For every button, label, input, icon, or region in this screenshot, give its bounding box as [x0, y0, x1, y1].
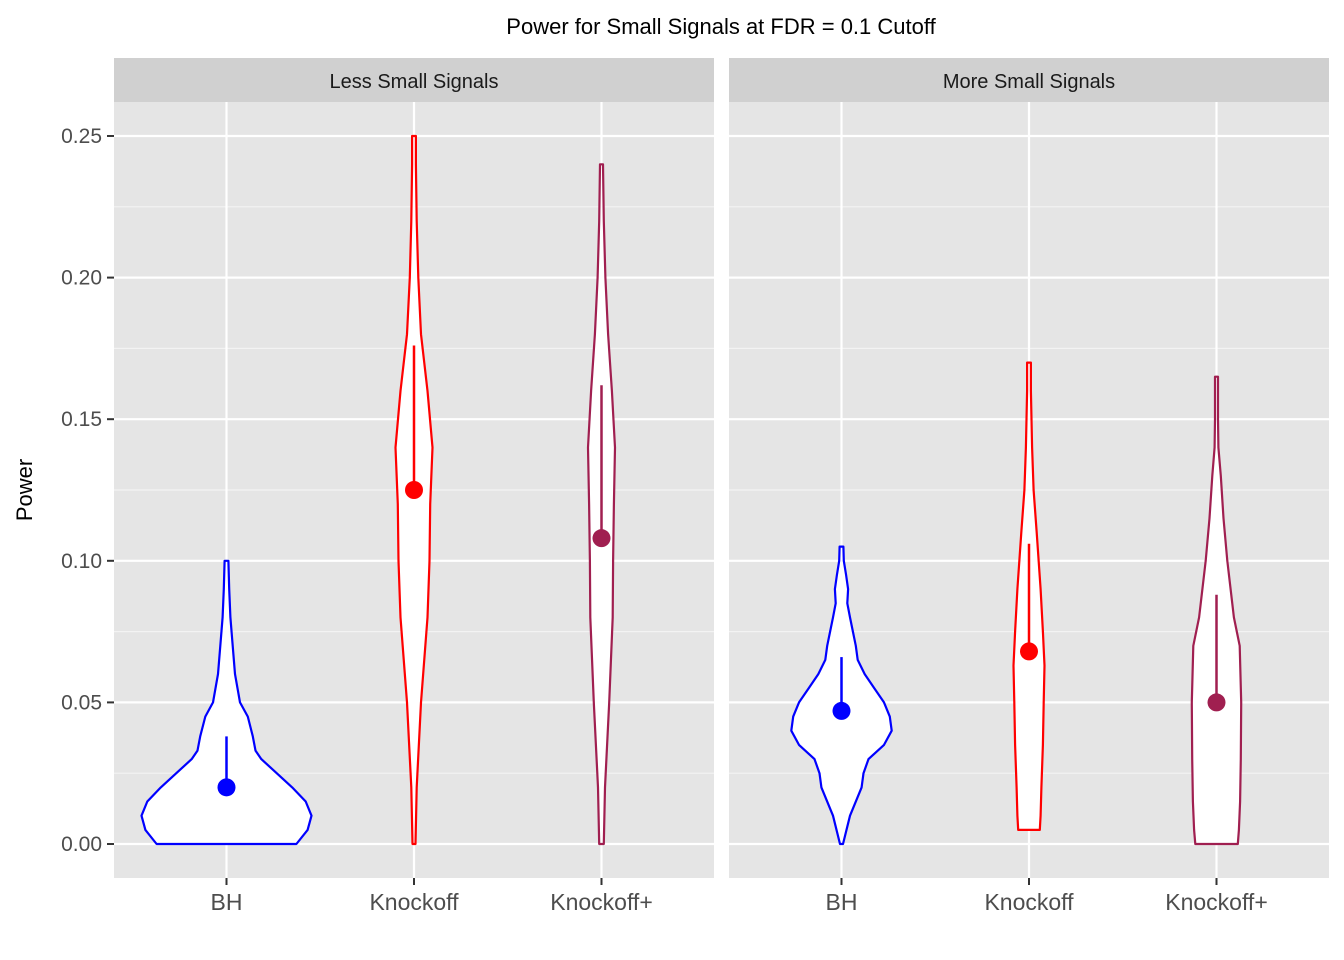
- facet-strip: [729, 58, 1329, 102]
- x-tick-label: Knockoff+: [1165, 889, 1268, 915]
- panel-2: More Small Signals BH Knockoff Knockoff+: [729, 58, 1329, 915]
- mean-point: [832, 701, 851, 720]
- violin-shape: [140, 559, 313, 846]
- violin-knockoff-plus: [1190, 375, 1243, 846]
- y-tick-label: 0.20: [61, 267, 102, 290]
- facet-strip: [114, 58, 714, 102]
- violin-knockoff-plus: [586, 163, 617, 846]
- facet-label: More Small Signals: [943, 71, 1115, 93]
- mean-point: [217, 778, 236, 797]
- x-tick-label: Knockoff+: [550, 889, 653, 915]
- y-tick-label: 0.00: [61, 833, 102, 856]
- violin-knockoff: [1012, 361, 1046, 831]
- mean-point: [1207, 693, 1226, 712]
- chart-title: Power for Small Signals at FDR = 0.1 Cut…: [506, 14, 936, 39]
- y-axis: 0.00 0.05 0.10 0.15 0.20 0.25: [61, 125, 114, 856]
- violin-bh: [790, 545, 893, 846]
- x-tick-label: BH: [211, 889, 243, 915]
- y-tick-label: 0.15: [61, 408, 102, 431]
- mean-point: [405, 481, 423, 499]
- x-tick-label: Knockoff: [369, 889, 459, 915]
- y-tick-label: 0.25: [61, 125, 102, 148]
- x-tick-label: Knockoff: [984, 889, 1074, 915]
- x-tick-label: BH: [826, 889, 858, 915]
- panel-1: Less Small Signals BH Knockoff Knockoff+: [114, 58, 714, 915]
- y-axis-title: Power: [12, 459, 37, 521]
- y-tick-label: 0.05: [61, 691, 102, 714]
- facet-label: Less Small Signals: [330, 71, 499, 93]
- y-tick-label: 0.10: [61, 550, 102, 573]
- violin-knockoff: [394, 134, 434, 846]
- violin-bh: [140, 559, 313, 846]
- mean-point: [592, 529, 611, 548]
- mean-point: [1020, 642, 1038, 661]
